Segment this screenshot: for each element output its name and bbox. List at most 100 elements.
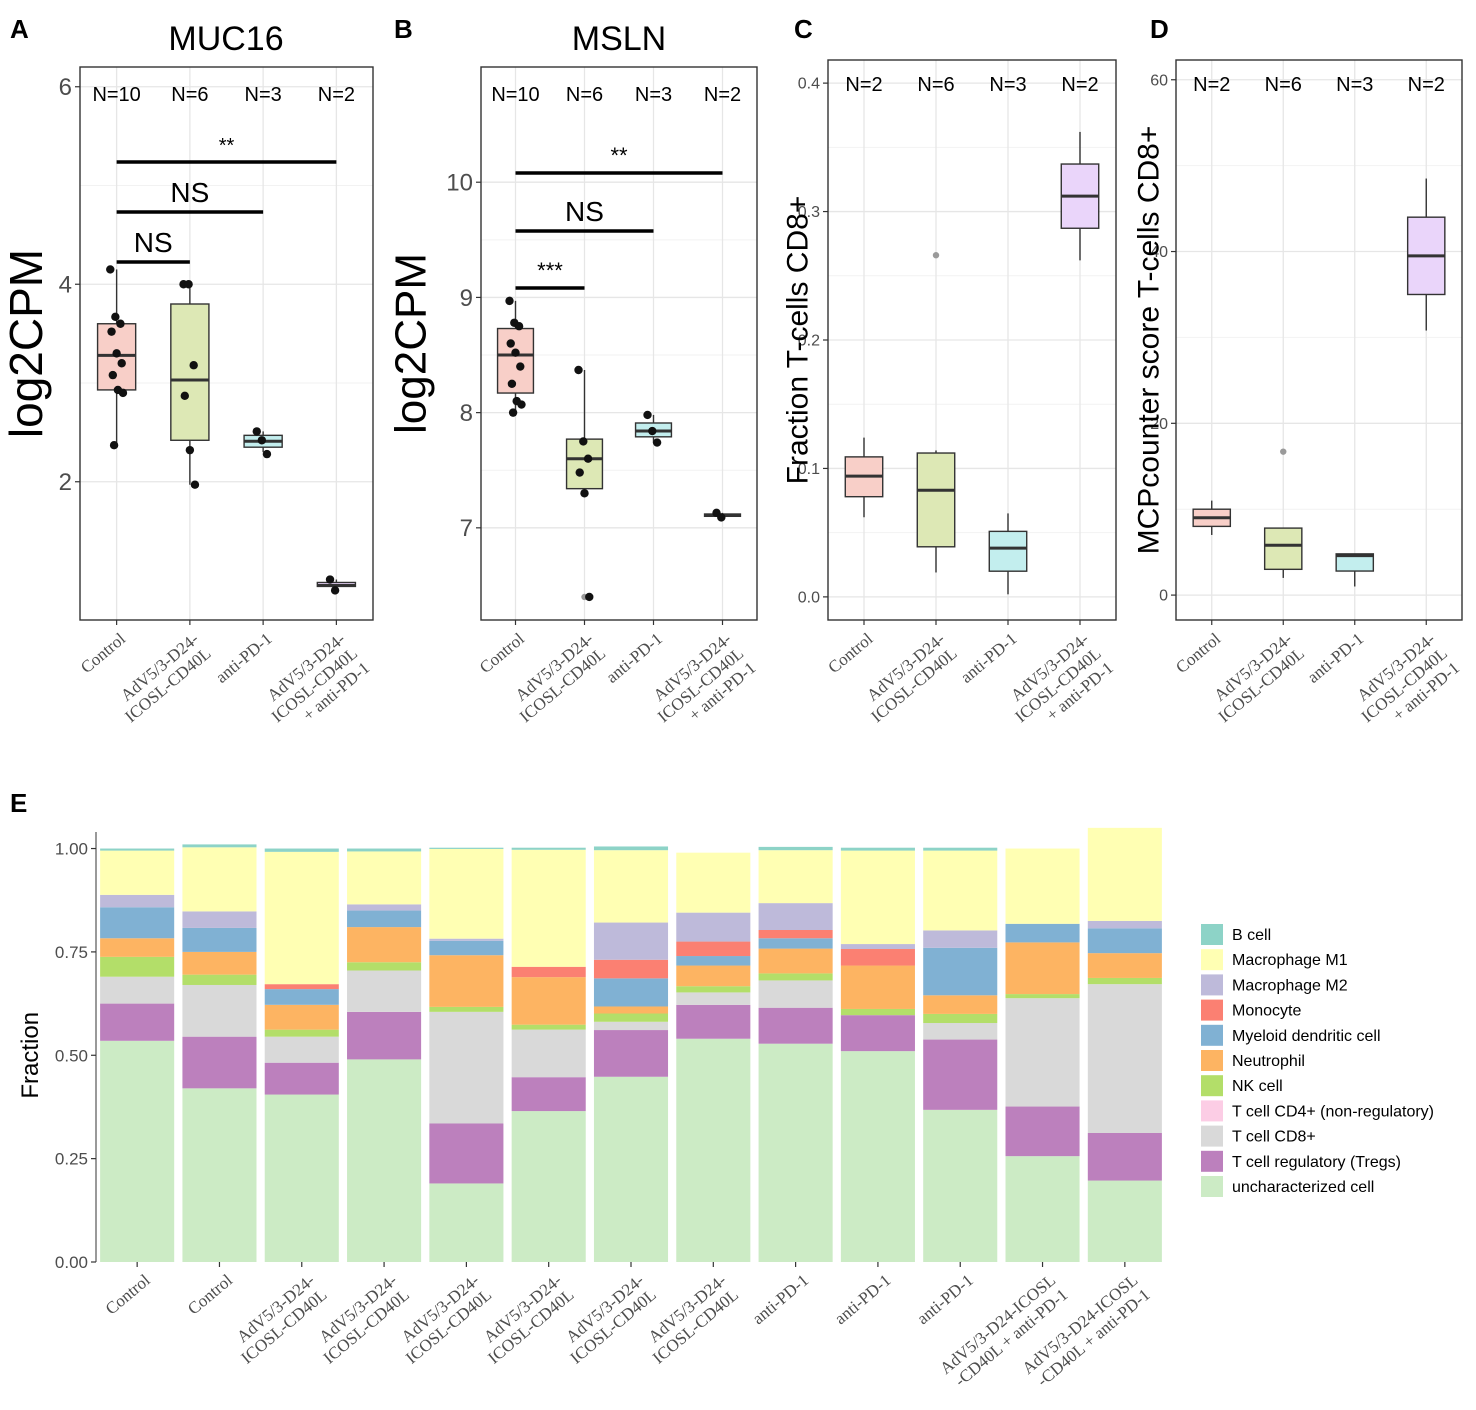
bar-segment bbox=[100, 1003, 175, 1041]
x-category-label: Control bbox=[77, 629, 129, 677]
bar-segment bbox=[264, 1029, 339, 1037]
bar-segment bbox=[347, 851, 422, 905]
panel-letter-a: A bbox=[10, 14, 29, 44]
plot-border bbox=[1175, 59, 1463, 621]
box bbox=[565, 438, 604, 490]
data-point bbox=[180, 391, 189, 401]
box-group bbox=[565, 365, 604, 602]
bar-segment bbox=[1087, 977, 1162, 985]
outlier-point bbox=[1280, 448, 1287, 455]
y-axis-label: Fraction bbox=[17, 1012, 44, 1099]
x-category-label: anti-PD-1 bbox=[1304, 629, 1368, 687]
bar-segment bbox=[347, 848, 422, 852]
bar-segment bbox=[1087, 827, 1162, 921]
stacked-bar bbox=[676, 852, 751, 1262]
y-tick-label: 10 bbox=[446, 170, 473, 197]
n-label: N=6 bbox=[566, 84, 603, 106]
bar-segment bbox=[347, 970, 422, 1012]
data-point bbox=[107, 327, 116, 336]
box bbox=[988, 530, 1028, 572]
box-group bbox=[703, 508, 742, 522]
x-category-line: Control bbox=[77, 629, 129, 677]
n-label: N=3 bbox=[1336, 74, 1373, 96]
bar-segment bbox=[923, 1109, 998, 1262]
x-category-label: AdV5/3-D24-ICOSL-CD40L bbox=[225, 1270, 331, 1367]
bar-segment bbox=[923, 850, 998, 931]
n-label: N=10 bbox=[491, 84, 539, 106]
stacked-bar bbox=[182, 844, 257, 1262]
bar-segment bbox=[100, 938, 175, 957]
bar-segment bbox=[1087, 953, 1162, 978]
bar-segment bbox=[923, 1013, 998, 1024]
data-point bbox=[325, 575, 335, 584]
bar-segment bbox=[840, 847, 915, 851]
significance-label: NS bbox=[134, 227, 173, 258]
bar-segment bbox=[593, 959, 669, 979]
box-group bbox=[96, 265, 137, 450]
panel-d: 0 20 40 60 MCPcounter score T-cells CD8+ N=2 N… bbox=[1133, 59, 1463, 726]
bar-segment bbox=[1087, 1133, 1162, 1181]
plot-background bbox=[1176, 60, 1462, 620]
bar-segment bbox=[264, 1004, 339, 1030]
bar-segment bbox=[511, 849, 586, 967]
y-axis-label: log2CPM bbox=[0, 249, 52, 438]
data-point bbox=[257, 436, 267, 445]
y-tick-label: 0.2 bbox=[798, 333, 820, 350]
bar-segment bbox=[264, 989, 339, 1005]
x-category-line: anti-PD-1 bbox=[957, 629, 1021, 687]
y-tick-label: 0 bbox=[1159, 588, 1168, 605]
legend-label: Macrophage M2 bbox=[1232, 977, 1348, 994]
x-category-label: Control bbox=[824, 629, 876, 677]
bar-segment bbox=[429, 1123, 504, 1184]
bar-segment bbox=[511, 1077, 586, 1112]
bar-segment bbox=[676, 852, 751, 913]
legend-swatch bbox=[1201, 1075, 1223, 1097]
legend-label: Myeloid dendritic cell bbox=[1232, 1028, 1381, 1045]
bar-segment bbox=[1005, 923, 1080, 943]
bar-segment bbox=[676, 1004, 751, 1039]
n-label: N=2 bbox=[845, 74, 882, 96]
n-label: N=3 bbox=[245, 84, 282, 106]
data-point bbox=[506, 339, 515, 348]
bar-segment bbox=[182, 1036, 257, 1089]
stacked-bar bbox=[429, 847, 504, 1262]
outlier-point bbox=[932, 252, 940, 259]
box-group bbox=[1263, 448, 1303, 578]
data-point bbox=[111, 312, 120, 322]
bar-segment bbox=[1087, 920, 1162, 929]
data-point bbox=[652, 438, 662, 447]
bar-segment bbox=[923, 1023, 998, 1040]
legend-swatch bbox=[1201, 974, 1223, 996]
box-group bbox=[316, 575, 357, 595]
stacked-bar bbox=[840, 847, 915, 1262]
bar-segment bbox=[100, 976, 175, 1004]
box-group bbox=[1192, 500, 1232, 535]
bar-segment bbox=[840, 1051, 915, 1262]
bar-segment bbox=[1005, 1156, 1080, 1262]
data-point bbox=[185, 445, 195, 455]
y-tick-label: 1.00 bbox=[55, 840, 88, 859]
n-label: N=2 bbox=[1408, 74, 1445, 96]
panel-letter-c: C bbox=[794, 14, 813, 44]
bar-segment bbox=[1005, 1106, 1080, 1157]
stacked-bar bbox=[758, 846, 833, 1262]
data-point bbox=[717, 513, 726, 522]
legend-swatch bbox=[1201, 1125, 1223, 1147]
panel-b: 7 8 9 10 log2CPM MSLN N=10 N=6 N=3 N=2 *** NS ** Cont… bbox=[386, 20, 759, 726]
n-label: N=6 bbox=[1265, 74, 1302, 96]
n-label: N=2 bbox=[704, 84, 741, 106]
x-category-line: Control bbox=[476, 629, 528, 677]
bar-segment bbox=[182, 911, 257, 928]
bar-segment bbox=[923, 1039, 998, 1110]
data-point bbox=[643, 410, 652, 420]
bar-segment bbox=[100, 894, 175, 908]
legend-label: Monocyte bbox=[1232, 1003, 1301, 1020]
bar-segment bbox=[593, 922, 669, 960]
x-category-label: AdV5/3-D24-ICOSL-CD40L bbox=[554, 1270, 660, 1367]
y-tick-label: 0.00 bbox=[55, 1253, 88, 1272]
x-category-label: Control bbox=[1172, 629, 1224, 677]
legend-swatch bbox=[1201, 1150, 1223, 1172]
data-point bbox=[514, 322, 524, 331]
box-group bbox=[988, 513, 1028, 595]
box-group bbox=[170, 280, 210, 489]
